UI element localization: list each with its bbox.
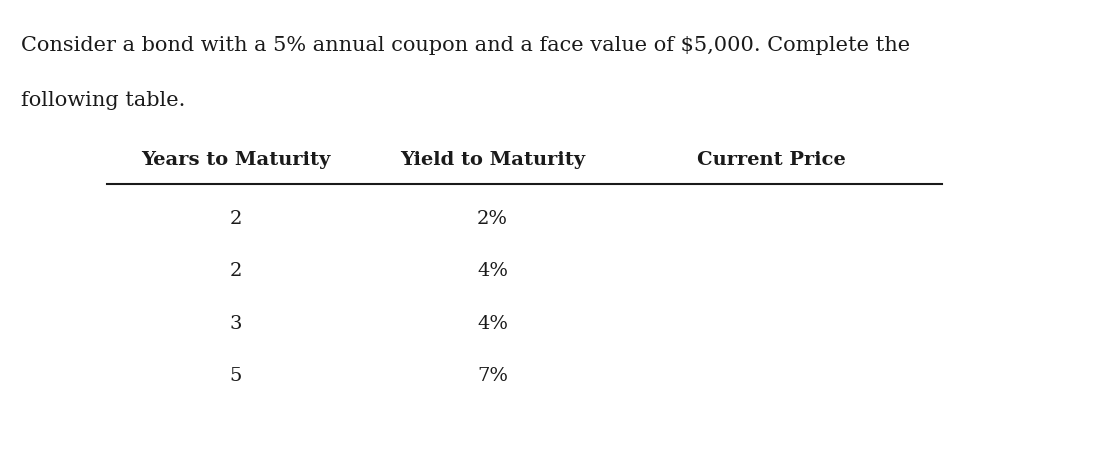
Text: 5: 5 (229, 366, 242, 384)
Text: 2: 2 (229, 262, 242, 280)
Text: Years to Maturity: Years to Maturity (141, 150, 330, 168)
Text: Current Price: Current Price (696, 150, 846, 168)
Text: 7%: 7% (477, 366, 508, 384)
Text: following table.: following table. (21, 91, 186, 110)
Text: 4%: 4% (477, 314, 508, 332)
Text: Yield to Maturity: Yield to Maturity (400, 150, 585, 168)
Text: 2%: 2% (477, 209, 508, 228)
Text: 2: 2 (229, 209, 242, 228)
Text: 4%: 4% (477, 262, 508, 280)
Text: 3: 3 (229, 314, 242, 332)
Text: Consider a bond with a 5% annual coupon and a face value of $5,000. Complete the: Consider a bond with a 5% annual coupon … (21, 36, 910, 56)
